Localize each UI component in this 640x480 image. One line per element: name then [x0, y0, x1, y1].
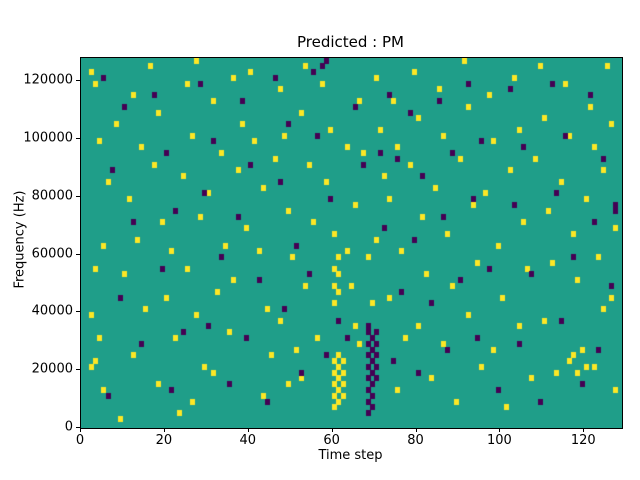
x-tick-label: 120: [570, 433, 596, 448]
y-tick-label: 0: [64, 419, 73, 435]
y-tick-label: 120000: [23, 72, 73, 88]
x-tick-mark: [499, 428, 501, 432]
x-tick-mark: [163, 428, 165, 432]
x-tick-mark: [80, 428, 81, 432]
y-axis-label: Frequency (Hz): [12, 190, 28, 289]
x-tick-label: 20: [155, 433, 173, 448]
y-tick-mark: [76, 427, 80, 428]
y-tick-mark: [76, 80, 80, 82]
y-tick-mark: [76, 137, 80, 139]
x-tick-mark: [583, 428, 585, 432]
y-tick-label: 100000: [23, 130, 73, 146]
plot-area: [80, 57, 623, 429]
y-tick-mark: [76, 253, 80, 255]
y-tick-label: 60000: [31, 246, 73, 262]
y-tick-label: 40000: [31, 303, 73, 319]
x-tick-label: 80: [407, 433, 424, 448]
x-tick-label: 40: [239, 433, 257, 448]
chart-title: Predicted : PM: [297, 33, 404, 51]
y-tick-label: 20000: [31, 361, 73, 377]
x-tick-label: 0: [75, 433, 85, 448]
x-tick-mark: [415, 428, 417, 432]
x-tick-label: 100: [486, 433, 512, 448]
x-tick-mark: [331, 428, 333, 432]
y-tick-mark: [76, 195, 80, 197]
y-tick-mark: [76, 369, 80, 371]
heatmap: [81, 58, 622, 428]
y-tick-mark: [76, 311, 80, 313]
x-tick-mark: [247, 428, 249, 432]
y-tick-label: 80000: [31, 188, 73, 204]
x-axis-label: Time step: [318, 448, 383, 463]
x-tick-label: 60: [323, 433, 340, 448]
